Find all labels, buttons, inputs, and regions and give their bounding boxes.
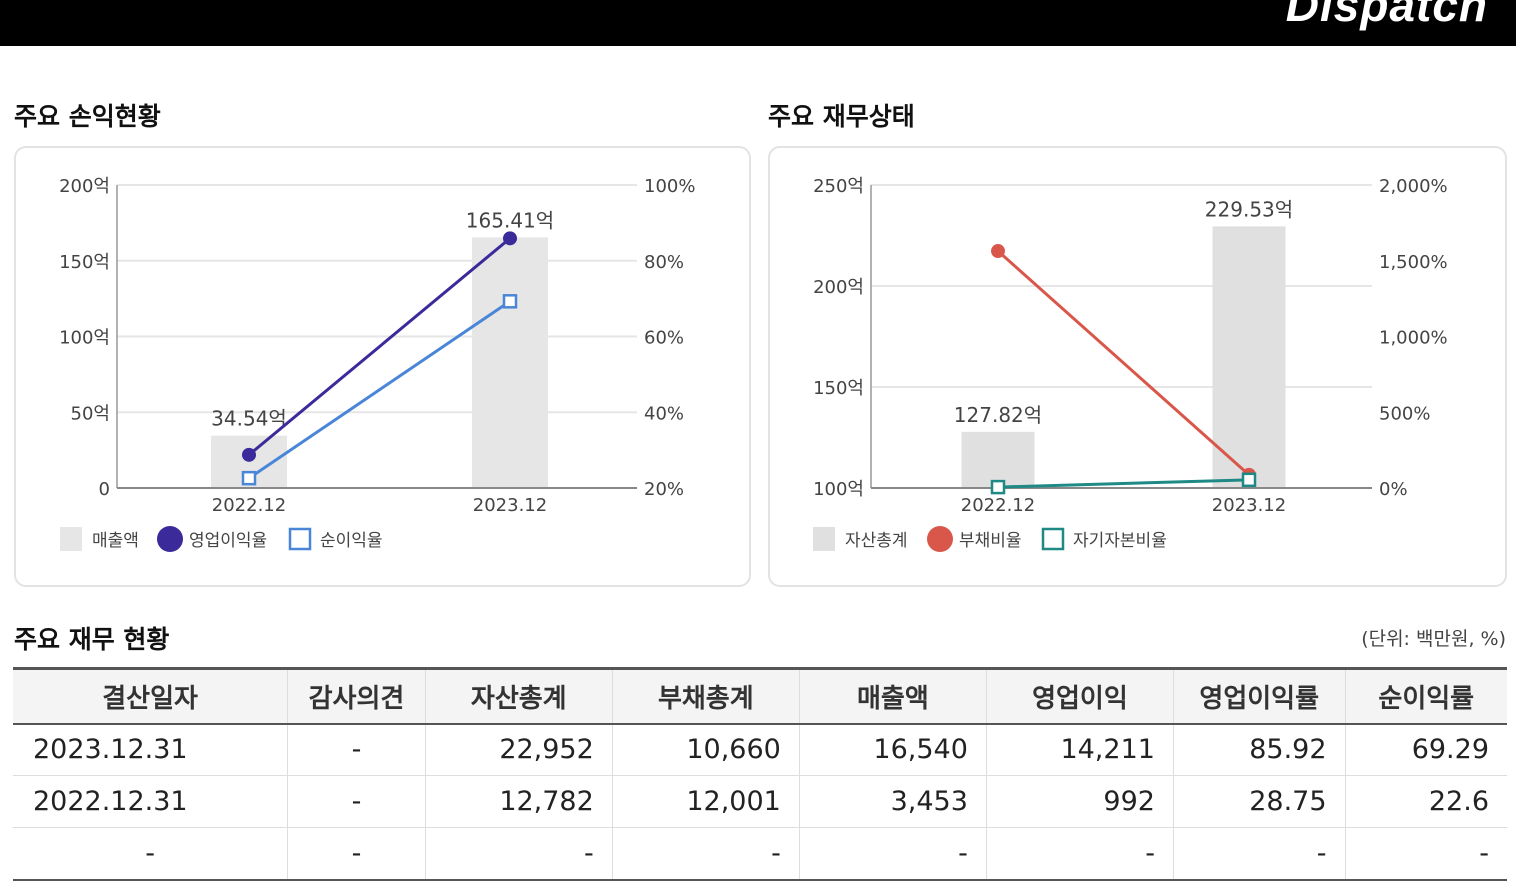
charts-svg: 0 50억 100억 150억 200억 20% 40% 60% 80% 100% 34.54억 16… (59, 176, 1448, 552)
table-cell: 14,211 (986, 723, 1174, 776)
right-axis-tick: 80% (644, 252, 684, 273)
x-axis-tick: 2022.12 (961, 495, 1035, 516)
x-axis-tick: 2023.12 (1212, 495, 1286, 516)
legend-label: 부채비율 (959, 531, 1022, 551)
column-header: 매출액 (799, 668, 987, 725)
x-axis-tick: 2023.12 (473, 495, 547, 516)
column-header: 영업이익 (986, 668, 1174, 725)
right-axis-tick: 40% (644, 403, 684, 424)
table-cell: - (287, 723, 426, 776)
table-cell: 16,540 (799, 723, 987, 776)
point-marker (241, 470, 257, 486)
right-axis-tick: 500% (1379, 403, 1430, 424)
left-axis-tick: 150억 (59, 252, 110, 273)
legend-label: 자산총계 (845, 531, 908, 551)
table-title: 주요 재무 현황 (14, 625, 170, 654)
dispatch-logo: Dispatch (1285, 0, 1488, 31)
point-marker (991, 244, 1005, 259)
table-cell: 3,453 (799, 775, 987, 828)
point-marker (1241, 472, 1257, 488)
bar (472, 237, 548, 488)
finance-chart-title: 주요 재무상태 (768, 102, 915, 131)
x-axis-tick: 2022.12 (212, 495, 286, 516)
point-marker (990, 479, 1006, 495)
right-axis-tick: 20% (644, 479, 684, 500)
right-axis-tick: 60% (644, 328, 684, 349)
bar (961, 431, 1035, 488)
table-cell: - (13, 827, 289, 880)
table-cell: - (986, 827, 1174, 880)
bar (1212, 226, 1286, 488)
unit-note: (단위: 백만원, %) (1361, 628, 1506, 650)
right-axis-tick: 0% (1379, 479, 1408, 500)
finance-chart-card (768, 146, 1507, 587)
left-axis-tick: 200억 (59, 176, 110, 197)
column-header: 순이익률 (1345, 668, 1507, 725)
legend-swatch (157, 526, 183, 552)
legend-label: 영업이익율 (189, 531, 267, 551)
legend-swatch (1041, 527, 1065, 551)
bar-label: 34.54억 (211, 407, 287, 431)
right-axis-tick: 100% (644, 176, 695, 197)
series-line-1 (248, 300, 511, 480)
series-line-0 (248, 237, 511, 457)
legend-swatch (813, 527, 835, 551)
legend-label: 순이익율 (320, 531, 383, 551)
table-cell: - (287, 827, 426, 880)
table-cell: 22.6 (1345, 775, 1507, 828)
table-row: 2023.12.31-22,952 10,660 16,540 14,211 85.92… (13, 723, 1507, 776)
bar-label: 229.53억 (1205, 197, 1293, 221)
left-axis-tick: 100억 (59, 328, 110, 349)
column-header: 자산총계 (425, 668, 613, 725)
table-cell: 22,952 (425, 723, 613, 776)
table-cell: 28.75 (1173, 775, 1346, 828)
table-cell: 2022.12.31 (13, 775, 289, 828)
table-cell: 69.29 (1345, 723, 1507, 776)
bar-label: 127.82억 (954, 403, 1042, 427)
right-axis-tick: 1,000% (1379, 328, 1448, 349)
table-row: 2022.12.31-12,782 12,001 3,453 992 28.75 22.6 (13, 775, 1507, 828)
left-axis-tick: 100억 (813, 479, 864, 500)
table-row: -------- (13, 827, 1507, 880)
table-cell: - (799, 827, 987, 880)
table-cell: - (425, 827, 613, 880)
left-axis-tick: 200억 (813, 277, 864, 298)
table-cell: - (612, 827, 800, 880)
legend-swatch (60, 527, 82, 551)
finance-table: 결산일자 감사의견 자산총계 부채총계 매출액 영업이익 영업이익률 순이익률 2023.12.… (13, 667, 1507, 881)
table-cell: 992 (986, 775, 1174, 828)
left-axis-tick: 0 (99, 479, 110, 500)
legend-swatch (288, 527, 312, 551)
income-chart-title: 주요 손익현황 (14, 102, 161, 131)
right-axis-tick: 1,500% (1379, 252, 1448, 273)
left-axis-tick: 50억 (71, 403, 110, 424)
table-cell: 12,001 (612, 775, 800, 828)
point-marker (242, 447, 256, 462)
table-cell: 85.92 (1173, 723, 1346, 776)
right-axis-tick: 2,000% (1379, 176, 1448, 197)
top-banner: Dispatch (0, 0, 1516, 46)
column-header: 영업이익률 (1173, 668, 1346, 725)
legend-swatch (927, 526, 953, 552)
bar-label: 165.41억 (466, 208, 554, 232)
column-header: 부채총계 (612, 668, 800, 725)
legend-label: 매출액 (92, 531, 139, 551)
table-cell: - (1345, 827, 1507, 880)
column-header: 감사의견 (287, 668, 426, 725)
table-cell: 12,782 (425, 775, 613, 828)
left-axis-tick: 250억 (813, 176, 864, 197)
legend-label: 자기자본비율 (1073, 531, 1167, 551)
point-marker (502, 294, 518, 309)
table-cell: - (287, 775, 426, 828)
table-cell: - (1173, 827, 1346, 880)
left-axis-tick: 150억 (813, 378, 864, 399)
column-header: 결산일자 (13, 668, 289, 725)
series-line-1 (997, 478, 1250, 489)
table-cell: 2023.12.31 (13, 723, 289, 776)
series-line-0 (997, 249, 1250, 476)
table-cell: 10,660 (612, 723, 800, 776)
point-marker (503, 231, 517, 246)
income-chart-card (14, 146, 751, 587)
